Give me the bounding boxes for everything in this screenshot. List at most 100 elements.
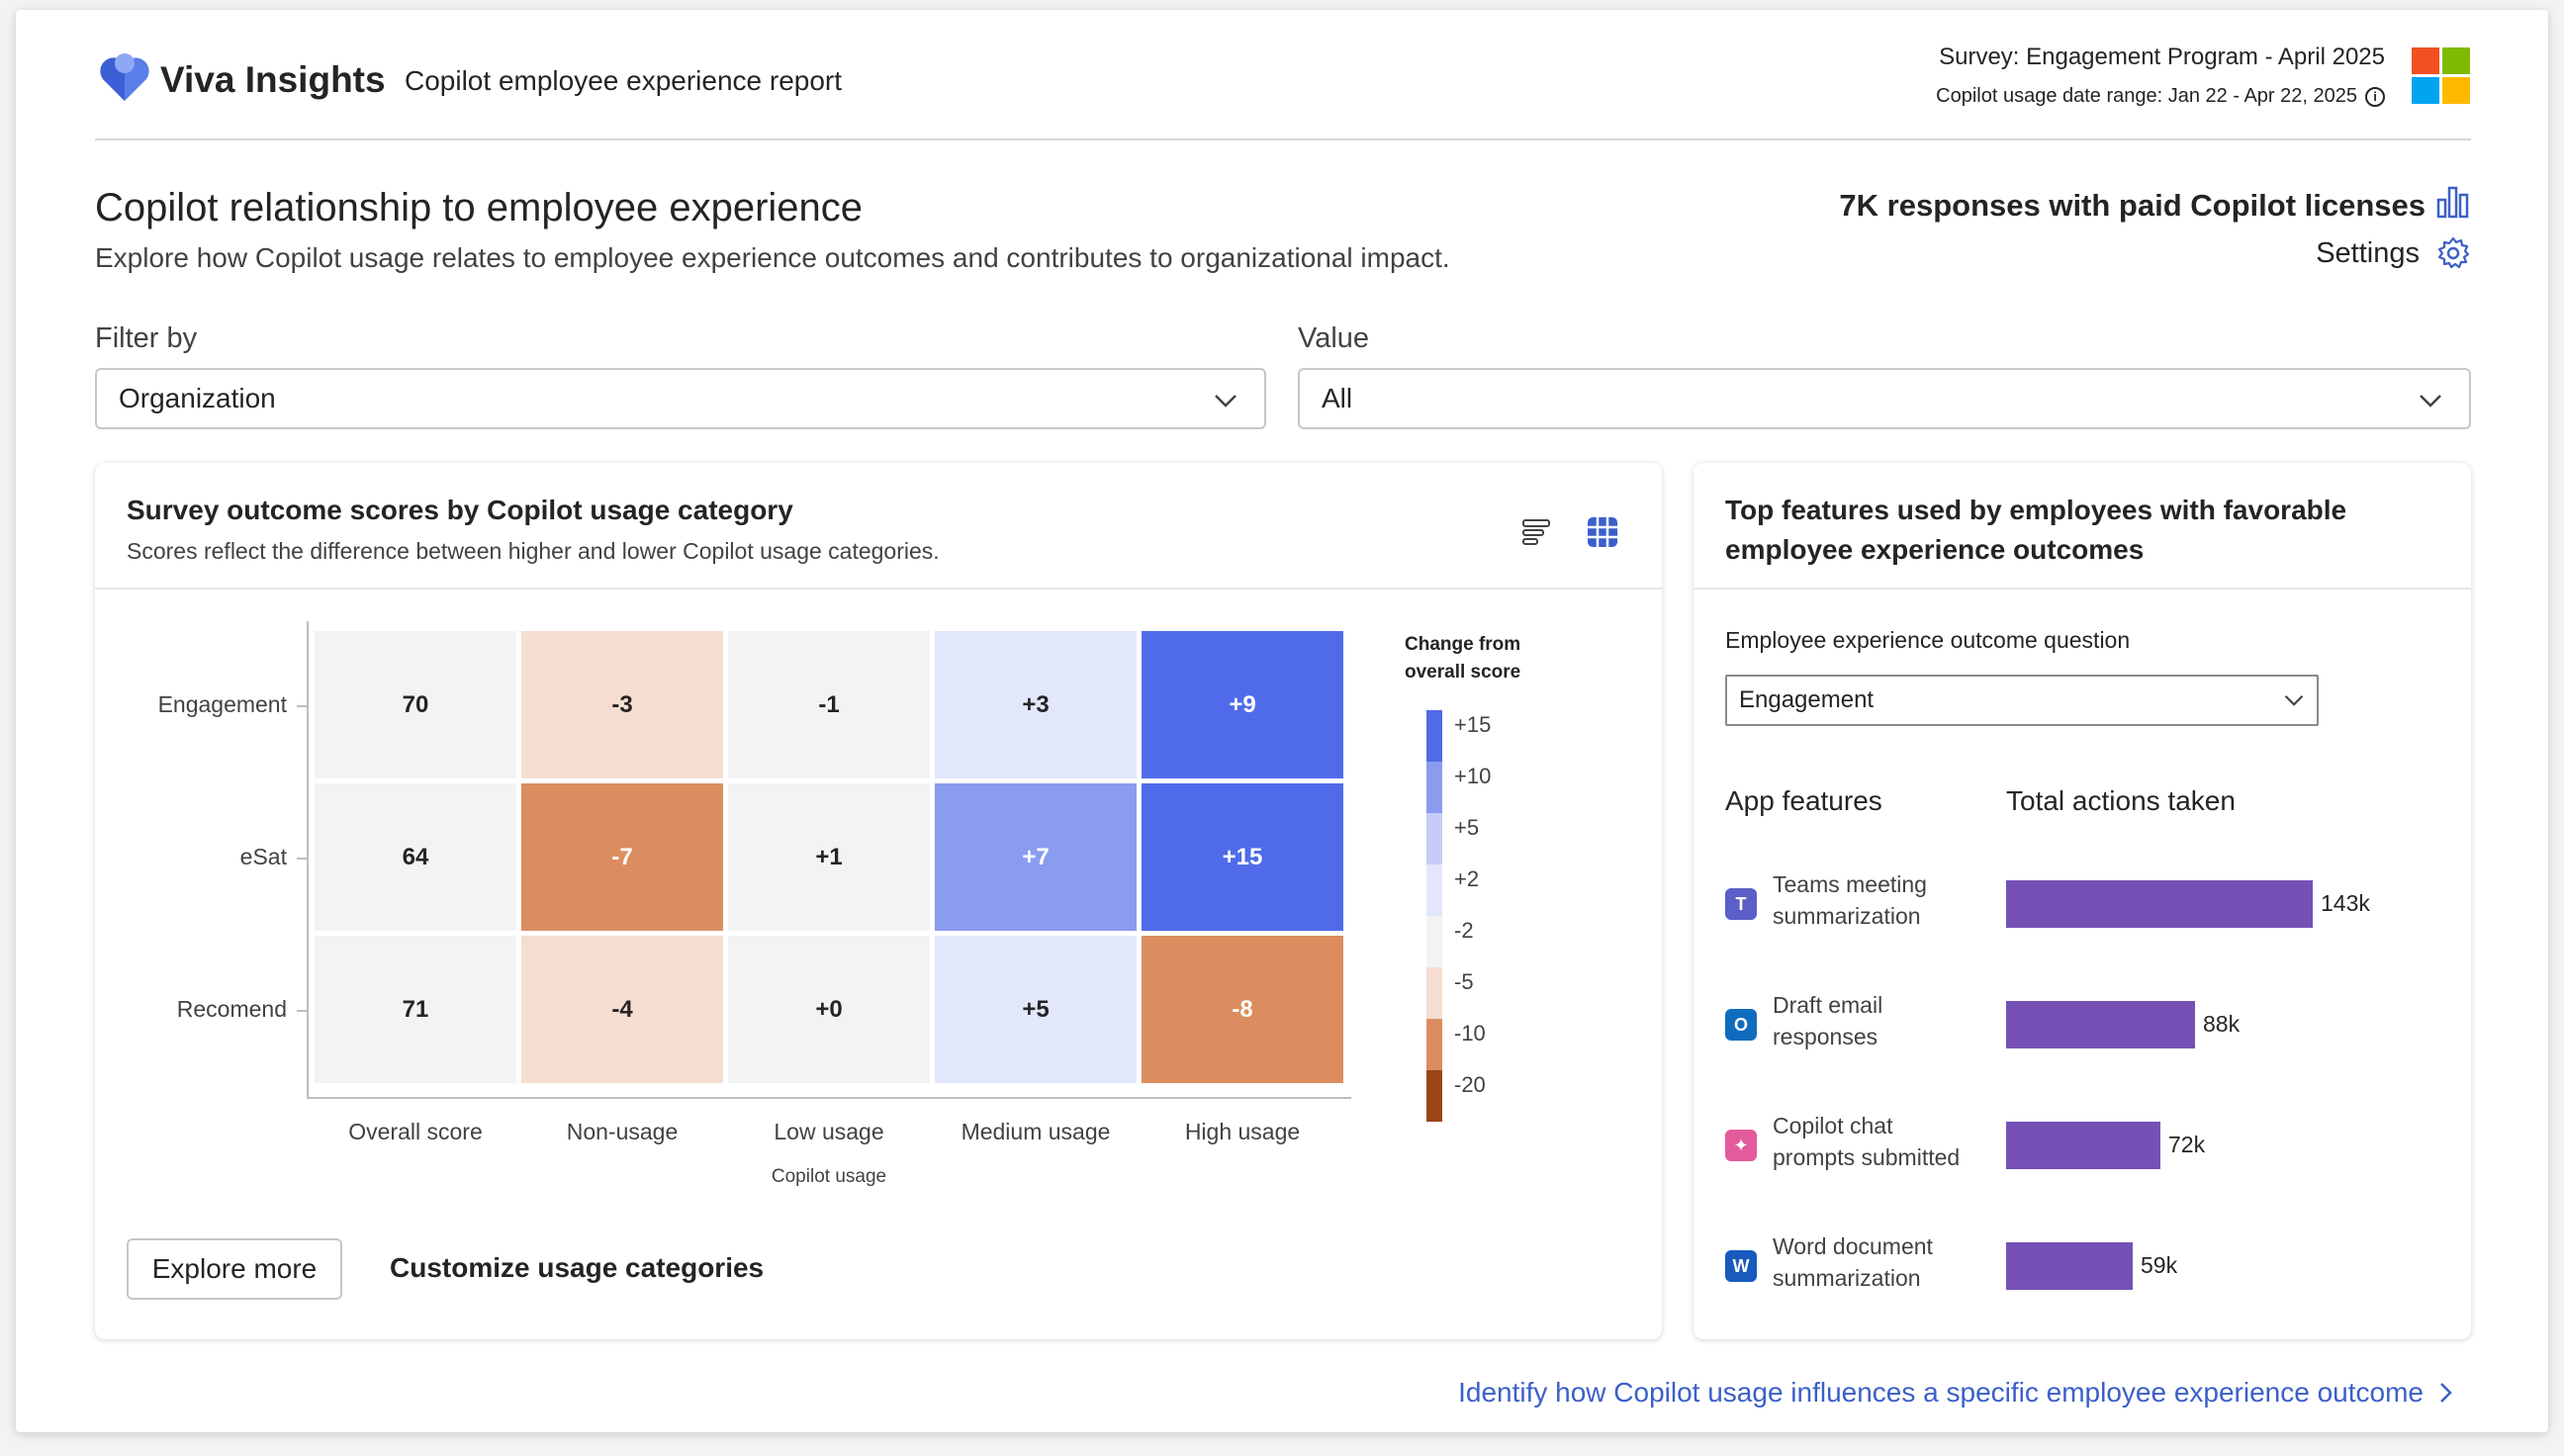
header-divider xyxy=(95,138,2471,140)
heatmap-cell[interactable]: +1 xyxy=(728,783,930,931)
filter-by-label: Filter by xyxy=(95,322,198,354)
heatmap-card-title: Survey outcome scores by Copilot usage c… xyxy=(127,495,793,525)
outlook-icon: O xyxy=(1725,1009,1757,1041)
microsoft-logo-icon xyxy=(2412,47,2471,105)
legend-title-line1: Change from xyxy=(1405,634,1521,655)
feature-value: 59k xyxy=(2141,1252,2178,1278)
legend-swatch xyxy=(1426,864,1442,916)
value-label: Value xyxy=(1298,322,1370,354)
y-axis-line xyxy=(307,621,309,1099)
heatmap-cell[interactable]: -1 xyxy=(728,631,930,778)
heatmap-cell[interactable]: +9 xyxy=(1142,631,1343,778)
feature-name-line2: prompts submitted xyxy=(1773,1144,1961,1170)
heatmap-cell[interactable]: -7 xyxy=(521,783,723,931)
heatmap-cell[interactable]: +5 xyxy=(935,936,1137,1083)
feature-name: Teams meeting summarization xyxy=(1773,868,2000,932)
brand-name: Viva Insights xyxy=(160,59,386,100)
feature-value: 88k xyxy=(2203,1011,2241,1037)
outcome-question-dropdown[interactable]: Engagement xyxy=(1725,675,2319,726)
column-label: Overall score xyxy=(348,1119,483,1144)
copilot-icon: ✦ xyxy=(1725,1130,1757,1161)
chevron-down-icon xyxy=(2284,695,2304,706)
column-label: Non-usage xyxy=(566,1119,679,1144)
heatmap-cell[interactable]: 70 xyxy=(315,631,516,778)
heatmap-cell[interactable]: 71 xyxy=(315,936,516,1083)
card-divider xyxy=(95,588,1662,590)
gear-icon[interactable] xyxy=(2435,235,2471,271)
col-total-actions: Total actions taken xyxy=(2006,785,2236,816)
legend-label: +10 xyxy=(1454,764,1492,788)
heatmap-cell[interactable]: +15 xyxy=(1142,783,1343,931)
feature-name-line2: responses xyxy=(1773,1024,1878,1049)
chevron-right-icon[interactable] xyxy=(2431,1379,2459,1407)
legend-label: -5 xyxy=(1454,969,1474,994)
feature-name-line1: Copilot chat xyxy=(1773,1113,1893,1138)
value-dropdown-value: All xyxy=(1322,383,1353,413)
row-label: Engagement xyxy=(157,690,287,717)
report-page: Viva Insights Copilot employee experienc… xyxy=(16,10,2548,1432)
legend-label: -10 xyxy=(1454,1021,1486,1046)
y-tick xyxy=(297,857,307,860)
legend-swatch xyxy=(1426,1019,1442,1070)
word-icon: W xyxy=(1725,1250,1757,1282)
feature-name-line1: Word document xyxy=(1773,1233,1933,1259)
explore-more-button[interactable]: Explore more xyxy=(127,1238,342,1300)
survey-name: Survey: Engagement Program - April 2025 xyxy=(1939,44,2385,70)
teams-icon: T xyxy=(1725,888,1757,920)
heatmap-cell[interactable]: -4 xyxy=(521,936,723,1083)
feature-bar[interactable] xyxy=(2006,880,2313,928)
legend-swatch xyxy=(1426,813,1442,864)
x-axis-line xyxy=(307,1097,1351,1099)
legend-label: -20 xyxy=(1454,1072,1486,1097)
feature-value: 143k xyxy=(2321,890,2370,916)
legend-title-line2: overall score xyxy=(1405,662,1521,682)
features-card-title-line1: Top features used by employees with favo… xyxy=(1725,495,2347,525)
customize-usage-categories-link[interactable]: Customize usage categories xyxy=(390,1252,765,1283)
feature-name-line2: summarization xyxy=(1773,1265,1921,1291)
page-subtitle: Explore how Copilot usage relates to emp… xyxy=(95,242,1450,273)
settings-link[interactable]: Settings xyxy=(2316,237,2420,269)
chevron-down-icon xyxy=(1215,395,1236,408)
feature-name: Copilot chat prompts submitted xyxy=(1773,1110,2000,1173)
filter-by-value: Organization xyxy=(119,383,276,413)
heatmap-cell[interactable]: 64 xyxy=(315,783,516,931)
row-label: Recomend xyxy=(176,995,287,1022)
legend-swatch xyxy=(1426,916,1442,967)
list-view-icon[interactable] xyxy=(1519,514,1555,550)
responses-count: 7K responses with paid Copilot licenses xyxy=(1839,188,2426,223)
heatmap-cell[interactable]: -3 xyxy=(521,631,723,778)
heatmap-card: Survey outcome scores by Copilot usage c… xyxy=(95,463,1662,1339)
heatmap-cell[interactable]: +7 xyxy=(935,783,1137,931)
bar-chart-icon[interactable] xyxy=(2435,184,2471,220)
legend-swatch xyxy=(1426,710,1442,762)
row-label: eSat xyxy=(239,843,287,869)
top-features-card: Top features used by employees with favo… xyxy=(1694,463,2471,1339)
heatmap-cell[interactable]: +3 xyxy=(935,631,1137,778)
feature-name-line1: Draft email xyxy=(1773,992,1883,1018)
feature-bar[interactable] xyxy=(2006,1122,2160,1169)
page-title: Copilot relationship to employee experie… xyxy=(95,186,864,229)
chevron-down-icon xyxy=(2420,395,2441,408)
report-title: Copilot employee experience report xyxy=(405,65,843,96)
column-label: Medium usage xyxy=(961,1119,1111,1144)
question-label: Employee experience outcome question xyxy=(1725,627,2131,653)
heatmap-cell[interactable]: -8 xyxy=(1142,936,1343,1083)
feature-name-line2: summarization xyxy=(1773,903,1921,929)
feature-name: Word document summarization xyxy=(1773,1230,2000,1294)
legend-swatch xyxy=(1426,967,1442,1019)
feature-bar[interactable] xyxy=(2006,1242,2133,1290)
date-range: Copilot usage date range: Jan 22 - Apr 2… xyxy=(1936,85,2385,108)
value-dropdown[interactable]: All xyxy=(1298,368,2471,429)
x-axis-title: Copilot usage xyxy=(771,1166,887,1187)
filter-by-dropdown[interactable]: Organization xyxy=(95,368,1266,429)
y-tick xyxy=(297,704,307,707)
heatmap-cell[interactable]: +0 xyxy=(728,936,930,1083)
grid-view-icon[interactable] xyxy=(1585,514,1620,550)
identify-influence-link[interactable]: Identify how Copilot usage influences a … xyxy=(1458,1377,2424,1408)
feature-bar[interactable] xyxy=(2006,1001,2195,1048)
date-range-text: Copilot usage date range: Jan 22 - Apr 2… xyxy=(1936,85,2357,107)
column-label: High usage xyxy=(1184,1119,1301,1144)
column-label: Low usage xyxy=(774,1119,884,1144)
info-icon[interactable]: i xyxy=(2365,86,2385,107)
feature-name-line1: Teams meeting xyxy=(1773,871,1927,897)
